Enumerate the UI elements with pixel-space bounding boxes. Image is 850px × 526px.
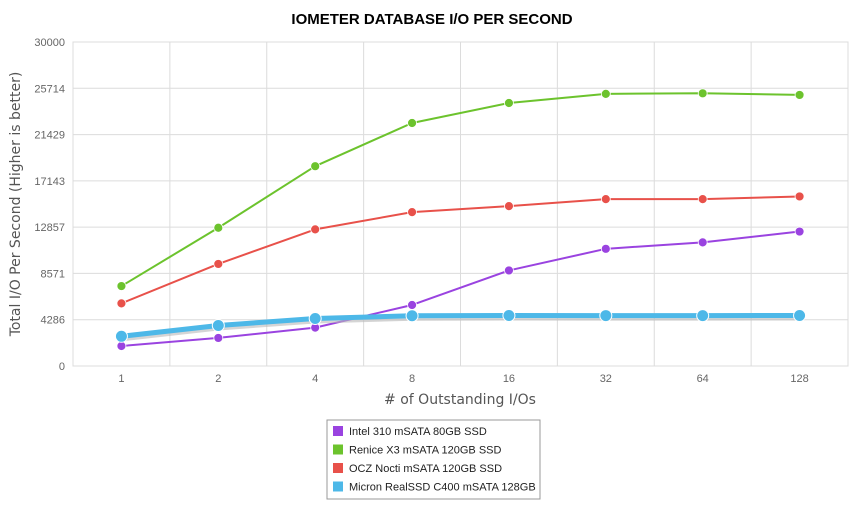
data-point [213,259,224,269]
legend-label: Micron RealSSD C400 mSATA 128GB [349,482,536,494]
series-line [118,312,803,339]
series-line [120,195,801,305]
legend-swatch [333,463,343,473]
data-point [407,300,417,310]
data-point [407,207,417,218]
axes: 0 4286 8571 12857 17143 21429 25714 30000 1 2 4 8 16… [34,37,808,385]
data-point [697,194,708,205]
data-point [600,88,611,99]
data-point [211,319,225,332]
legend-label: OCZ Nocti mSATA 120GB SSD [349,463,502,475]
data-point [213,222,224,233]
data-point [114,329,128,343]
data-point [116,341,127,351]
series-line-shadow [121,316,800,342]
grid [72,41,849,367]
legend-swatch [333,444,343,455]
legend-label: Renice X3 mSATA 120GB SSD [349,445,501,457]
data-point [600,194,611,205]
y-tick-label: 17143 [34,176,65,188]
data-point [504,265,514,276]
data-point [794,90,805,100]
data-point [504,98,514,108]
legend-box [326,419,541,500]
legend-label: Intel 310 mSATA 80GB SSD [349,426,487,438]
x-tick-label: 32 [600,373,612,385]
data-point [599,309,613,323]
series-line [120,92,801,288]
data-point [310,224,321,235]
data-point [213,333,224,343]
data-point [793,308,807,322]
data-point [794,191,805,202]
data-point [504,201,514,212]
y-tick-label: 8571 [41,268,65,280]
x-tick-label: 4 [312,373,318,385]
data-point [794,226,805,237]
legend-swatch [333,426,343,436]
y-tick-label: 0 [59,361,65,373]
data-point [502,308,516,322]
chart-title: IOMETER DATABASE I/O PER SECOND [291,11,572,28]
data-point [116,281,127,291]
legend-swatch [333,481,343,492]
y-tick-label: 30000 [34,37,65,49]
x-tick-label: 16 [503,373,515,385]
x-tick-label: 8 [409,373,415,385]
legend: Intel 310 mSATA 80GB SSD Renice X3 mSATA … [326,419,541,500]
data-point [308,311,322,325]
data-point [697,237,708,248]
series-line [120,230,801,348]
y-tick-label: 4286 [41,315,65,327]
data-point [310,161,321,172]
data-point [407,118,417,128]
x-tick-label: 2 [215,373,221,385]
data-point [696,309,710,323]
data-point [600,243,611,254]
data-point [405,309,419,323]
y-tick-label: 21429 [34,130,65,142]
x-tick-label: 128 [790,373,808,385]
y-tick-label: 25714 [34,83,65,95]
x-tick-label: 1 [118,373,124,385]
x-axis-title: # of Outstanding I/Os [384,392,536,408]
series-layer [114,88,807,351]
x-tick-label: 64 [697,373,709,385]
y-axis-title: Total I/O Per Second (Higher is better) [8,72,24,338]
y-tick-label: 12857 [34,222,65,234]
data-point [697,88,708,99]
data-point [116,298,127,309]
